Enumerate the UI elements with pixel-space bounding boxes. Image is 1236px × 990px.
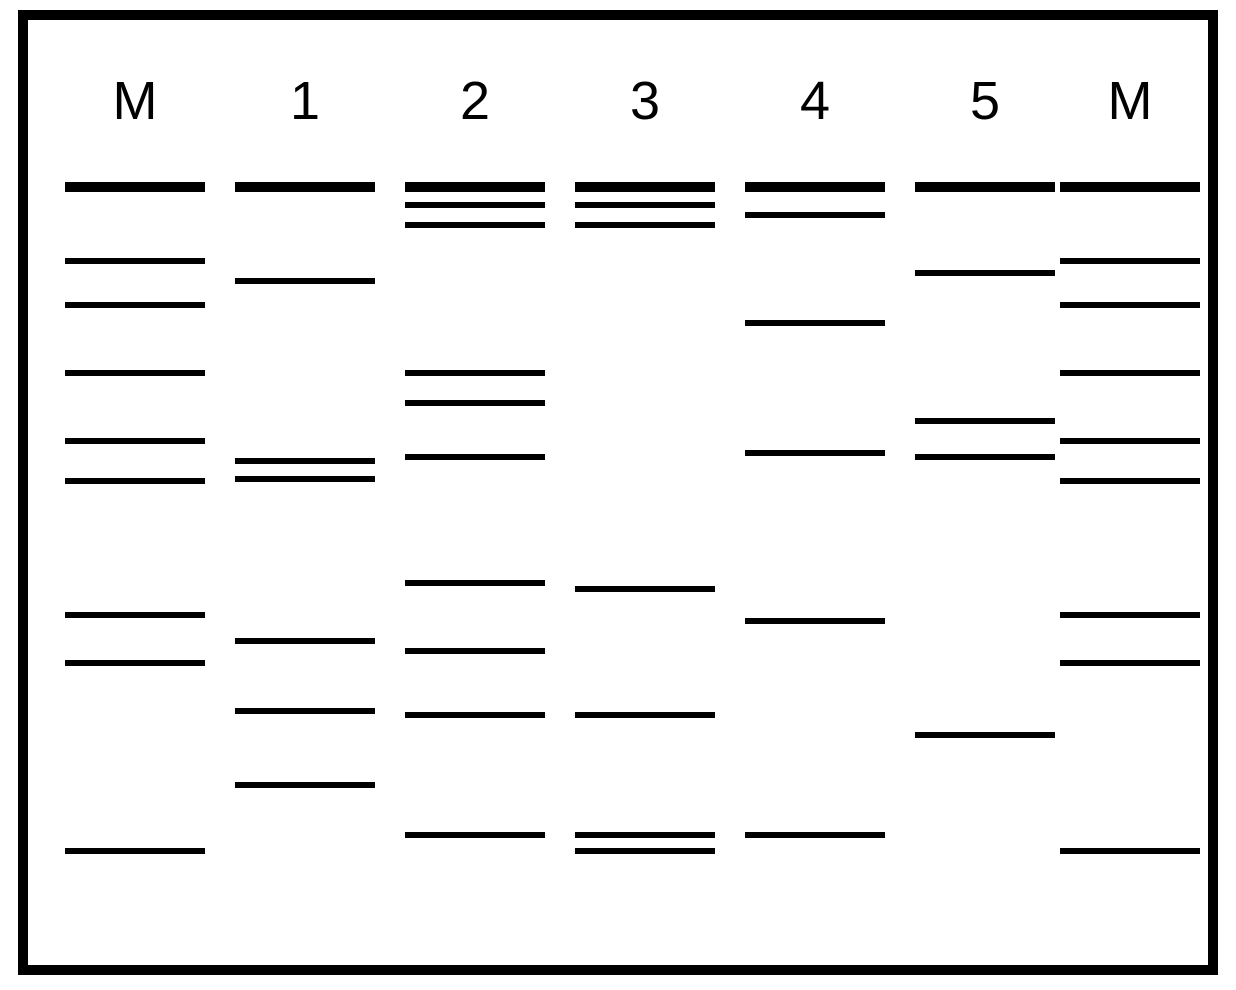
gel-band — [745, 450, 885, 456]
gel-band — [575, 848, 715, 854]
gel-band — [1060, 302, 1200, 308]
gel-band — [575, 222, 715, 228]
gel-band — [405, 182, 545, 192]
gel-band — [1060, 478, 1200, 484]
gel-band — [405, 580, 545, 586]
gel-band — [65, 612, 205, 618]
gel-band — [575, 586, 715, 592]
gel-band — [1060, 848, 1200, 854]
gel-band — [235, 182, 375, 192]
gel-band — [405, 400, 545, 406]
lane-label: 4 — [800, 70, 830, 132]
gel-band — [1060, 660, 1200, 666]
gel-band — [235, 782, 375, 788]
gel-frame — [18, 10, 1218, 975]
gel-band — [1060, 438, 1200, 444]
lane-label: 1 — [290, 70, 320, 132]
gel-band — [915, 454, 1055, 460]
gel-band — [1060, 612, 1200, 618]
gel-band — [65, 302, 205, 308]
gel-band — [405, 370, 545, 376]
gel-band — [65, 182, 205, 192]
gel-band — [745, 320, 885, 326]
gel-band — [915, 270, 1055, 276]
gel-band — [65, 848, 205, 854]
lane-label: 3 — [630, 70, 660, 132]
lane-label: M — [113, 70, 158, 132]
gel-band — [405, 454, 545, 460]
gel-band — [575, 832, 715, 838]
gel-band — [405, 832, 545, 838]
gel-band — [235, 458, 375, 464]
gel-band — [405, 222, 545, 228]
gel-band — [575, 202, 715, 208]
gel-band — [1060, 182, 1200, 192]
lane-label: 2 — [460, 70, 490, 132]
gel-band — [745, 182, 885, 192]
gel-band — [1060, 370, 1200, 376]
gel-band — [235, 278, 375, 284]
gel-band — [65, 370, 205, 376]
gel-band — [235, 708, 375, 714]
gel-band — [405, 202, 545, 208]
lane-label: 5 — [970, 70, 1000, 132]
gel-band — [745, 212, 885, 218]
gel-band — [405, 712, 545, 718]
gel-band — [745, 832, 885, 838]
gel-band — [65, 478, 205, 484]
gel-band — [915, 182, 1055, 192]
gel-band — [235, 476, 375, 482]
gel-band — [575, 712, 715, 718]
gel-band — [745, 618, 885, 624]
gel-band — [405, 648, 545, 654]
gel-band — [65, 258, 205, 264]
gel-band — [65, 438, 205, 444]
lane-label: M — [1108, 70, 1153, 132]
gel-electrophoresis-diagram: M 1 2 3 4 5 M — [0, 0, 1236, 990]
gel-band — [915, 418, 1055, 424]
gel-band — [1060, 258, 1200, 264]
gel-band — [235, 638, 375, 644]
gel-band — [915, 732, 1055, 738]
gel-band — [65, 660, 205, 666]
gel-band — [575, 182, 715, 192]
